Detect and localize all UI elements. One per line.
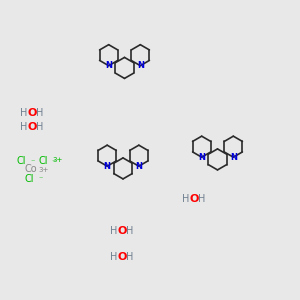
Text: N: N <box>135 162 142 171</box>
Text: Co: Co <box>25 164 37 175</box>
Text: O: O <box>117 226 127 236</box>
Text: Cl: Cl <box>16 157 26 166</box>
Text: H: H <box>198 194 206 205</box>
Text: N: N <box>104 162 111 171</box>
Text: H: H <box>182 194 190 205</box>
Text: H: H <box>110 251 118 262</box>
Text: ⁻: ⁻ <box>31 157 35 166</box>
Text: 3+: 3+ <box>38 167 49 173</box>
Text: H: H <box>126 251 134 262</box>
Text: O: O <box>117 251 127 262</box>
Text: ⁻: ⁻ <box>38 174 43 183</box>
Text: Cl: Cl <box>38 157 48 166</box>
Text: H: H <box>20 122 28 133</box>
Text: H: H <box>20 107 28 118</box>
Text: N: N <box>230 153 237 162</box>
Text: N: N <box>105 61 112 70</box>
Text: ⁻: ⁻ <box>52 157 56 166</box>
Text: H: H <box>126 226 134 236</box>
Text: Cl: Cl <box>25 175 34 184</box>
Text: N: N <box>198 153 205 162</box>
Text: H: H <box>36 107 44 118</box>
Text: 3+: 3+ <box>52 158 63 164</box>
Text: H: H <box>36 122 44 133</box>
Text: N: N <box>137 61 144 70</box>
Text: O: O <box>27 122 37 133</box>
Text: H: H <box>110 226 118 236</box>
Text: O: O <box>189 194 199 205</box>
Text: O: O <box>27 107 37 118</box>
